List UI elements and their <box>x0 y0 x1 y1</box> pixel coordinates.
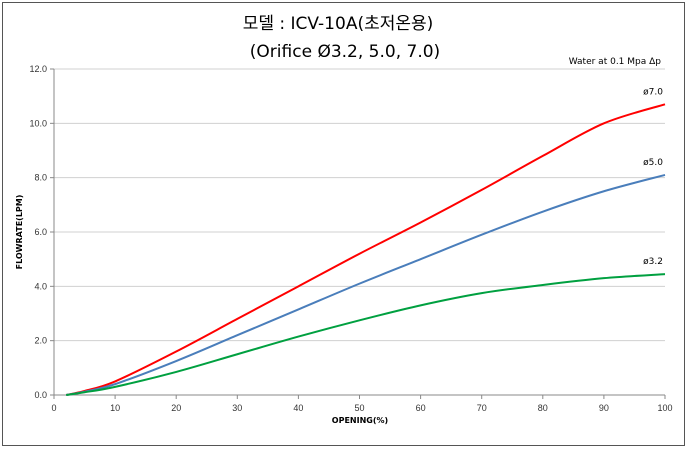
series-line-7-0 <box>66 103 666 396</box>
y-axis-label: FLOWRATE(LPM) <box>15 195 24 270</box>
axes <box>50 68 666 399</box>
series-label-5-0: ø5.0 <box>643 158 663 168</box>
chart-subtitle: (Orifice Ø3.2, 5.0, 7.0) <box>250 42 440 62</box>
x-tick-label: 60 <box>416 403 426 413</box>
chart-annotation: Water at 0.1 Mpa Δp <box>569 57 662 67</box>
x-axis-label: OPENING(%) <box>332 416 388 425</box>
y-tick-label: 10.0 <box>29 118 47 128</box>
y-tick-label: 0.0 <box>34 390 47 400</box>
x-tick-label: 0 <box>51 403 56 413</box>
x-tick-label: 70 <box>477 403 487 413</box>
x-tick-label: 40 <box>293 403 303 413</box>
x-tick-label: 50 <box>354 403 364 413</box>
y-tick-label: 6.0 <box>34 227 47 237</box>
y-tick-label: 12.0 <box>29 64 47 74</box>
series-line-3-2 <box>66 273 666 396</box>
x-tick-label: 90 <box>599 403 609 413</box>
chart-frame <box>2 2 685 446</box>
series-labels: ø7.0 ø5.0 ø3.2 <box>643 87 663 267</box>
x-tick-label: 10 <box>110 403 120 413</box>
x-tick-label: 30 <box>232 403 242 413</box>
series-label-7-0: ø7.0 <box>643 87 663 97</box>
grid-lines <box>54 68 665 342</box>
y-tick-label: 8.0 <box>34 173 47 183</box>
x-tick-label: 20 <box>171 403 181 413</box>
tick-labels: 0.0 2.0 4.0 6.0 8.0 10.0 12.0 0 10 20 30 40 50 60 70 80… <box>29 64 672 413</box>
series-lines <box>66 103 666 396</box>
x-tick-label: 80 <box>538 403 548 413</box>
y-tick-label: 2.0 <box>34 336 47 346</box>
x-tick-label: 100 <box>657 403 672 413</box>
series-label-3-2: ø3.2 <box>643 257 663 267</box>
y-tick-label: 4.0 <box>34 281 47 291</box>
series-line-5-0 <box>66 173 666 396</box>
chart-title: 모델 : ICV-10A(초저온용) <box>243 14 434 34</box>
